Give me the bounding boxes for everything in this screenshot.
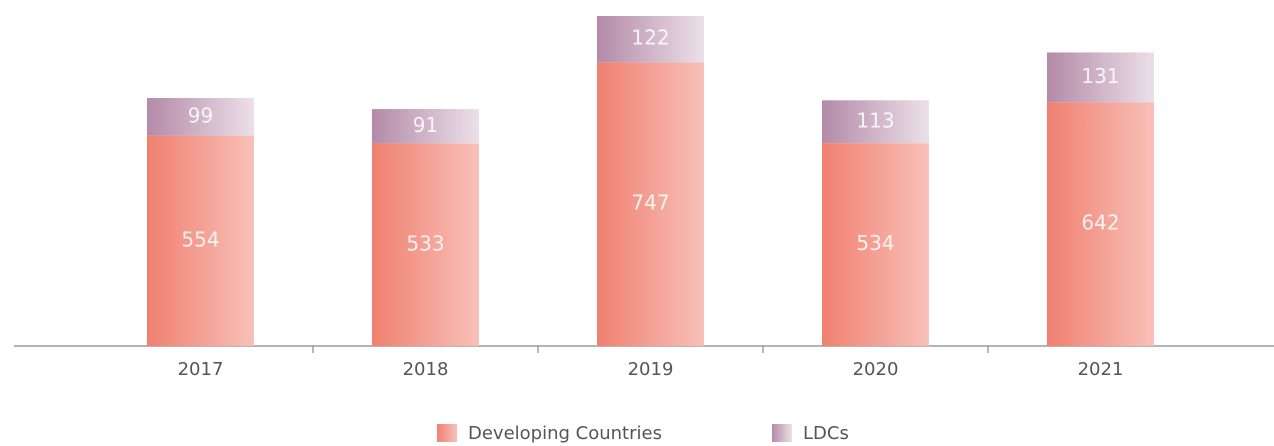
value-label: 554 xyxy=(181,227,219,251)
x-tick-label: 2021 xyxy=(1078,359,1124,380)
value-label: 91 xyxy=(413,113,438,137)
value-label: 533 xyxy=(406,231,444,255)
bar-segment xyxy=(372,143,479,346)
legend-swatch xyxy=(437,424,457,442)
value-label: 131 xyxy=(1081,64,1119,88)
value-label: 642 xyxy=(1081,211,1119,235)
legend-label: Developing Countries xyxy=(468,423,662,444)
bar-segment xyxy=(147,98,254,136)
value-label: 747 xyxy=(631,191,669,215)
legend-swatch xyxy=(772,424,792,442)
legend-label: LDCs xyxy=(803,423,849,444)
value-label: 122 xyxy=(631,26,669,50)
x-tick-label: 2020 xyxy=(853,359,899,380)
bar-segment xyxy=(597,16,704,63)
value-label: 113 xyxy=(856,108,894,132)
bar-segment xyxy=(1047,52,1154,103)
x-tick-label: 2017 xyxy=(178,359,224,380)
bar-segment xyxy=(147,135,254,346)
value-label: 99 xyxy=(188,103,213,127)
bar-segment xyxy=(822,100,929,144)
x-tick-label: 2018 xyxy=(403,359,449,380)
bar-segment xyxy=(1047,102,1154,346)
value-label: 534 xyxy=(856,231,894,255)
bar-segment xyxy=(597,62,704,347)
x-tick-label: 2019 xyxy=(628,359,674,380)
bar-segment xyxy=(822,143,929,346)
bar-segment xyxy=(372,109,479,144)
